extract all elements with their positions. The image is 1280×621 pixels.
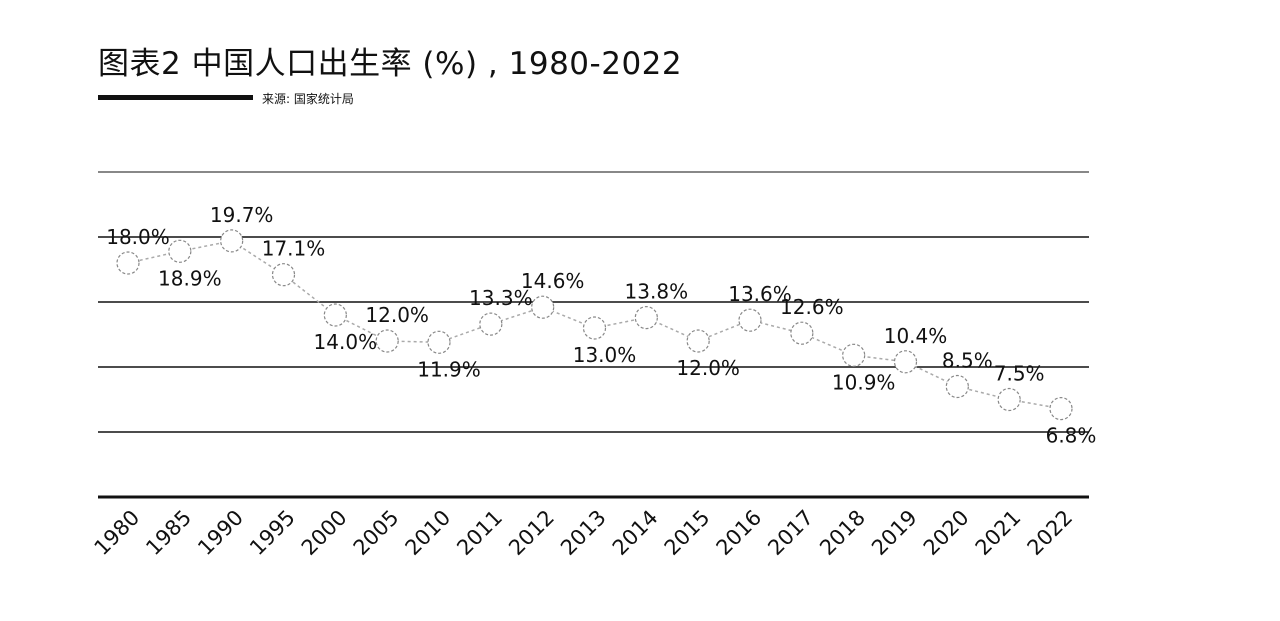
data-label-2017: 12.6% [780, 295, 844, 319]
data-point-2011 [479, 312, 503, 336]
data-point-2018 [842, 343, 866, 367]
x-tick-label-2000: 2000 [297, 505, 352, 560]
data-label-1980: 18.0% [106, 225, 170, 249]
gridlines [98, 171, 1089, 499]
data-label-2019: 10.4% [884, 324, 948, 348]
x-tick-label-2022: 2022 [1023, 505, 1078, 560]
x-tick-label-1985: 1985 [141, 505, 196, 560]
data-label-2005: 12.0% [365, 303, 429, 327]
data-point-2016 [738, 308, 762, 332]
data-label-2014: 13.8% [625, 280, 689, 304]
x-tick-label-2017: 2017 [763, 505, 818, 560]
x-tick-label-1995: 1995 [245, 505, 300, 560]
data-point-2019 [893, 350, 918, 374]
x-tick-label-2013: 2013 [556, 505, 611, 560]
x-tick-label-2015: 2015 [660, 505, 715, 560]
x-tick-label-2012: 2012 [504, 505, 559, 560]
data-label-2021: 7.5% [994, 362, 1045, 386]
data-point-2013 [582, 316, 607, 340]
data-label-2011: 13.3% [469, 286, 533, 310]
data-point-2010 [427, 330, 451, 354]
x-tick-label-2010: 2010 [401, 505, 456, 560]
data-point-1985 [168, 239, 192, 263]
data-point-2015 [686, 329, 710, 353]
data-label-2018: 10.9% [832, 370, 896, 394]
x-tick-label-2018: 2018 [815, 505, 870, 560]
data-point-2014 [634, 306, 658, 330]
x-tick-label-2019: 2019 [867, 505, 922, 560]
x-tick-label-2020: 2020 [919, 505, 974, 560]
x-tick-label-2021: 2021 [971, 505, 1026, 560]
chart-title: 图表2 中国人口出生率 (%) , 1980-2022 [98, 46, 683, 82]
data-point-2012 [531, 295, 555, 319]
x-tick-label-2014: 2014 [608, 505, 663, 560]
data-label-2022: 6.8% [1046, 424, 1097, 448]
x-axis-tick-labels: 1980198519901995200020052010201120122013… [90, 505, 1078, 560]
title-underline-bar [98, 95, 253, 100]
x-tick-label-2011: 2011 [452, 505, 507, 560]
data-label-2012: 14.6% [521, 269, 585, 293]
data-point-1980 [116, 251, 140, 275]
data-point-2020 [945, 374, 969, 399]
data-label-1990: 19.7% [210, 203, 274, 227]
data-label-2016: 13.6% [728, 282, 792, 306]
data-label-1995: 17.1% [262, 237, 326, 261]
x-tick-label-2005: 2005 [349, 505, 404, 560]
data-point-2005 [375, 329, 399, 353]
data-label-2013: 13.0% [573, 343, 637, 367]
data-point-2022 [1049, 397, 1073, 421]
data-label-2015: 12.0% [676, 356, 740, 380]
source-note: 来源: 国家统计局 [262, 92, 354, 106]
data-point-2000 [323, 303, 347, 327]
data-markers [116, 229, 1073, 421]
data-label-2010: 11.9% [417, 357, 481, 381]
data-point-2021 [997, 387, 1021, 412]
data-labels: 18.0% 18.9% 19.7% 17.1% 14.0% 12.0% 11.9% 13.3%… [106, 203, 1096, 448]
data-label-2000: 14.0% [314, 330, 378, 354]
x-tick-label-2016: 2016 [712, 505, 767, 560]
x-tick-label-1990: 1990 [193, 505, 248, 560]
data-label-1985: 18.9% [158, 266, 222, 290]
data-point-2017 [790, 321, 814, 345]
data-label-2020: 8.5% [942, 349, 993, 373]
data-point-1995 [271, 263, 296, 287]
x-tick-label-1980: 1980 [90, 505, 145, 560]
data-point-1990 [220, 229, 244, 253]
